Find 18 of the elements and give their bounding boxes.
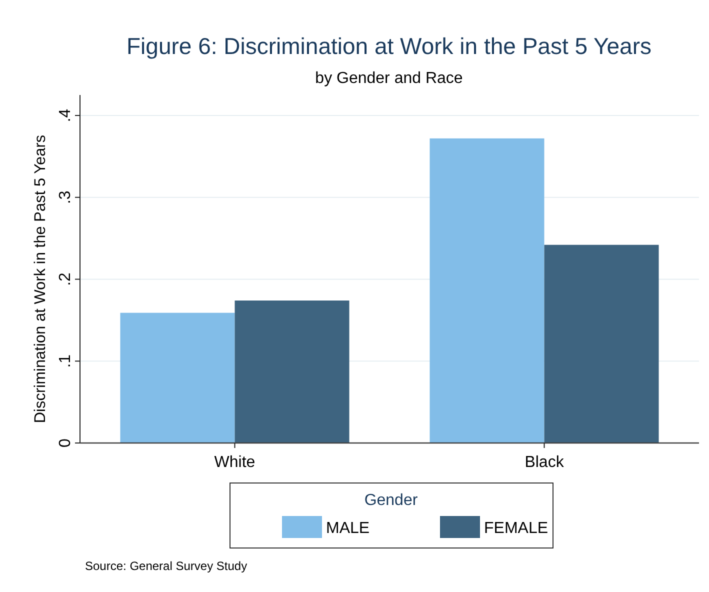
x-tick-label: White (214, 454, 256, 471)
y-axis-title: Discrimination at Work in the Past 5 Years (32, 134, 49, 424)
x-tick-label: Black (524, 454, 565, 471)
legend-label: FEMALE (484, 520, 548, 537)
source-note: Source: General Survey Study (85, 559, 248, 573)
bar (234, 300, 350, 443)
y-tick-label: 0 (57, 438, 74, 448)
chart-subtitle: by Gender and Race (315, 70, 463, 87)
bar (430, 138, 544, 443)
y-tick-label: .4 (57, 108, 74, 122)
y-tick-label: .3 (57, 190, 74, 204)
bar (120, 312, 235, 443)
chart-title: Figure 6: Discrimination at Work in the Past 5 Years (126, 33, 652, 59)
legend-title: Gender (364, 492, 418, 509)
legend-label: MALE (326, 520, 370, 537)
y-tick-label: .2 (57, 272, 74, 286)
y-tick-label: .1 (57, 354, 74, 368)
bar (544, 244, 659, 443)
